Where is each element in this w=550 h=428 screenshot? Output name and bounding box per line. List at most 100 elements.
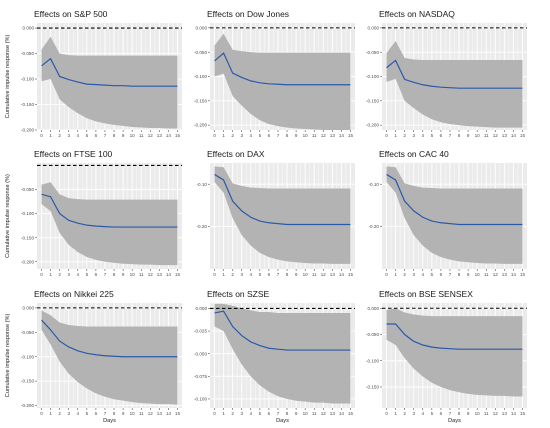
x-tick-label: 11 bbox=[139, 133, 144, 138]
x-tick-label: 11 bbox=[139, 272, 144, 277]
x-tick-label: 3 bbox=[412, 133, 415, 138]
x-tick-label: 8 bbox=[286, 133, 289, 138]
x-tick-label: 3 bbox=[240, 411, 243, 416]
x-tick-label: 15 bbox=[175, 272, 181, 277]
x-tick-label: 14 bbox=[339, 133, 345, 138]
x-tick-label: 3 bbox=[67, 272, 70, 277]
y-tick-label: -0.200 bbox=[194, 123, 207, 128]
chart-panel-4: Effects on FTSE 100 -0.050 -0.100 -0.150 -0.… bbox=[5, 149, 182, 277]
impulse-response-line bbox=[41, 193, 178, 228]
y-tick-label: -0.150 bbox=[366, 98, 379, 103]
x-tick-label: 6 bbox=[268, 411, 271, 416]
impulse-response-line bbox=[41, 57, 178, 87]
x-tick-label: 3 bbox=[240, 272, 243, 277]
x-tick-label: 0 bbox=[213, 133, 216, 138]
y-tick-label: 0.000 bbox=[368, 306, 380, 311]
x-tick-label: 4 bbox=[77, 133, 80, 138]
x-axis-label: Days bbox=[276, 418, 289, 424]
x-tick-label: 0 bbox=[40, 411, 43, 416]
y-tick-label: 0.000 bbox=[23, 305, 35, 310]
y-tick-label: -0.100 bbox=[21, 77, 34, 82]
y-tick-label: 0.000 bbox=[196, 25, 208, 30]
x-tick-label: 9 bbox=[467, 133, 470, 138]
x-tick-label: 6 bbox=[95, 272, 98, 277]
chart-panel-1: Effects on S&P 500 0.000 -0.050 -0.100 -0.15… bbox=[5, 9, 182, 138]
x-tick-label: 1 bbox=[394, 133, 397, 138]
x-tick-label: 4 bbox=[422, 133, 425, 138]
panel-title: Effects on DAX bbox=[207, 149, 265, 159]
x-tick-label: 5 bbox=[86, 133, 89, 138]
x-tick-label: 14 bbox=[511, 272, 517, 277]
x-tick-label: 6 bbox=[95, 133, 98, 138]
x-tick-label: 5 bbox=[86, 272, 89, 277]
x-tick-label: 14 bbox=[339, 272, 345, 277]
x-tick-label: 8 bbox=[286, 272, 289, 277]
x-tick-label: 15 bbox=[520, 272, 526, 277]
x-tick-label: 9 bbox=[122, 133, 125, 138]
chart-panel-3: Effects on NASDAQ 0.000 -0.050 -0.100 -0.150… bbox=[366, 9, 527, 138]
y-tick-label: -0.050 bbox=[194, 351, 207, 356]
confidence-band bbox=[41, 310, 178, 405]
y-tick-label: -0.20 bbox=[197, 224, 208, 229]
x-tick-label: 10 bbox=[475, 272, 481, 277]
x-tick-label: 12 bbox=[321, 133, 327, 138]
x-tick-label: 10 bbox=[475, 411, 481, 416]
x-tick-label: 1 bbox=[222, 133, 225, 138]
impulse-response-line bbox=[386, 173, 523, 226]
x-tick-label: 2 bbox=[231, 411, 234, 416]
confidence-band bbox=[214, 166, 351, 264]
x-tick-label: 13 bbox=[502, 411, 508, 416]
x-tick-label: 14 bbox=[339, 411, 345, 416]
y-tick-label: -0.050 bbox=[21, 187, 34, 192]
x-tick-label: 15 bbox=[175, 411, 181, 416]
x-tick-label: 7 bbox=[104, 133, 107, 138]
y-tick-label: -0.150 bbox=[194, 98, 207, 103]
x-tick-label: 14 bbox=[511, 411, 517, 416]
x-tick-label: 9 bbox=[122, 411, 125, 416]
x-tick-label: 13 bbox=[157, 133, 163, 138]
panel-title: Effects on BSE SENSEX bbox=[379, 289, 473, 299]
y-tick-label: -0.150 bbox=[21, 379, 34, 384]
x-tick-label: 0 bbox=[385, 133, 388, 138]
x-tick-label: 11 bbox=[484, 272, 489, 277]
x-tick-label: 6 bbox=[440, 272, 443, 277]
y-axis-label: Cumulative impulse response (%) bbox=[5, 314, 11, 398]
confidence-band bbox=[214, 303, 351, 404]
x-tick-label: 3 bbox=[67, 133, 70, 138]
x-tick-label: 4 bbox=[250, 411, 253, 416]
x-tick-label: 3 bbox=[412, 272, 415, 277]
x-tick-label: 5 bbox=[259, 411, 262, 416]
x-tick-label: 1 bbox=[394, 411, 397, 416]
chart-panel-6: Effects on CAC 40-0.10-0.200 1 2 3 4 5 6 7 8 9 10 1… bbox=[369, 149, 527, 277]
x-tick-label: 11 bbox=[139, 411, 144, 416]
impulse-response-line bbox=[214, 173, 351, 226]
x-tick-label: 7 bbox=[449, 411, 452, 416]
y-tick-label: 0.000 bbox=[196, 306, 208, 311]
impulse-response-line bbox=[386, 323, 523, 350]
x-tick-label: 11 bbox=[312, 133, 317, 138]
y-tick-label: -0.10 bbox=[197, 182, 208, 187]
x-tick-label: 1 bbox=[49, 272, 52, 277]
y-tick-label: 0.000 bbox=[23, 26, 35, 31]
x-tick-label: 2 bbox=[58, 133, 61, 138]
y-tick-label: -0.050 bbox=[366, 50, 379, 55]
x-tick-label: 10 bbox=[130, 133, 136, 138]
x-tick-label: 13 bbox=[330, 133, 336, 138]
x-tick-label: 8 bbox=[458, 411, 461, 416]
x-tick-label: 10 bbox=[130, 272, 136, 277]
x-tick-label: 1 bbox=[394, 272, 397, 277]
y-tick-label: -0.050 bbox=[194, 50, 207, 55]
y-tick-label: -0.025 bbox=[194, 329, 207, 334]
x-tick-label: 0 bbox=[385, 411, 388, 416]
x-tick-label: 2 bbox=[58, 411, 61, 416]
x-tick-label: 15 bbox=[348, 411, 354, 416]
x-tick-label: 14 bbox=[166, 133, 172, 138]
impulse-response-line bbox=[386, 59, 523, 89]
x-tick-label: 6 bbox=[440, 411, 443, 416]
x-tick-label: 13 bbox=[502, 133, 508, 138]
x-tick-label: 5 bbox=[431, 411, 434, 416]
x-tick-label: 15 bbox=[348, 133, 354, 138]
x-tick-label: 8 bbox=[286, 411, 289, 416]
panel-title: Effects on FTSE 100 bbox=[34, 149, 113, 159]
